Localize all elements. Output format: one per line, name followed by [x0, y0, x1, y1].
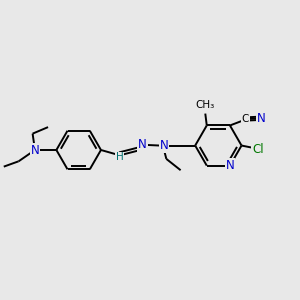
Text: CH₃: CH₃ — [196, 100, 215, 110]
Text: N: N — [160, 139, 168, 152]
Text: H: H — [116, 152, 123, 162]
Text: N: N — [256, 112, 265, 125]
Text: N: N — [226, 159, 234, 172]
Text: C: C — [242, 114, 249, 124]
Text: N: N — [138, 138, 147, 152]
Text: N: N — [31, 143, 39, 157]
Text: Cl: Cl — [252, 142, 264, 156]
